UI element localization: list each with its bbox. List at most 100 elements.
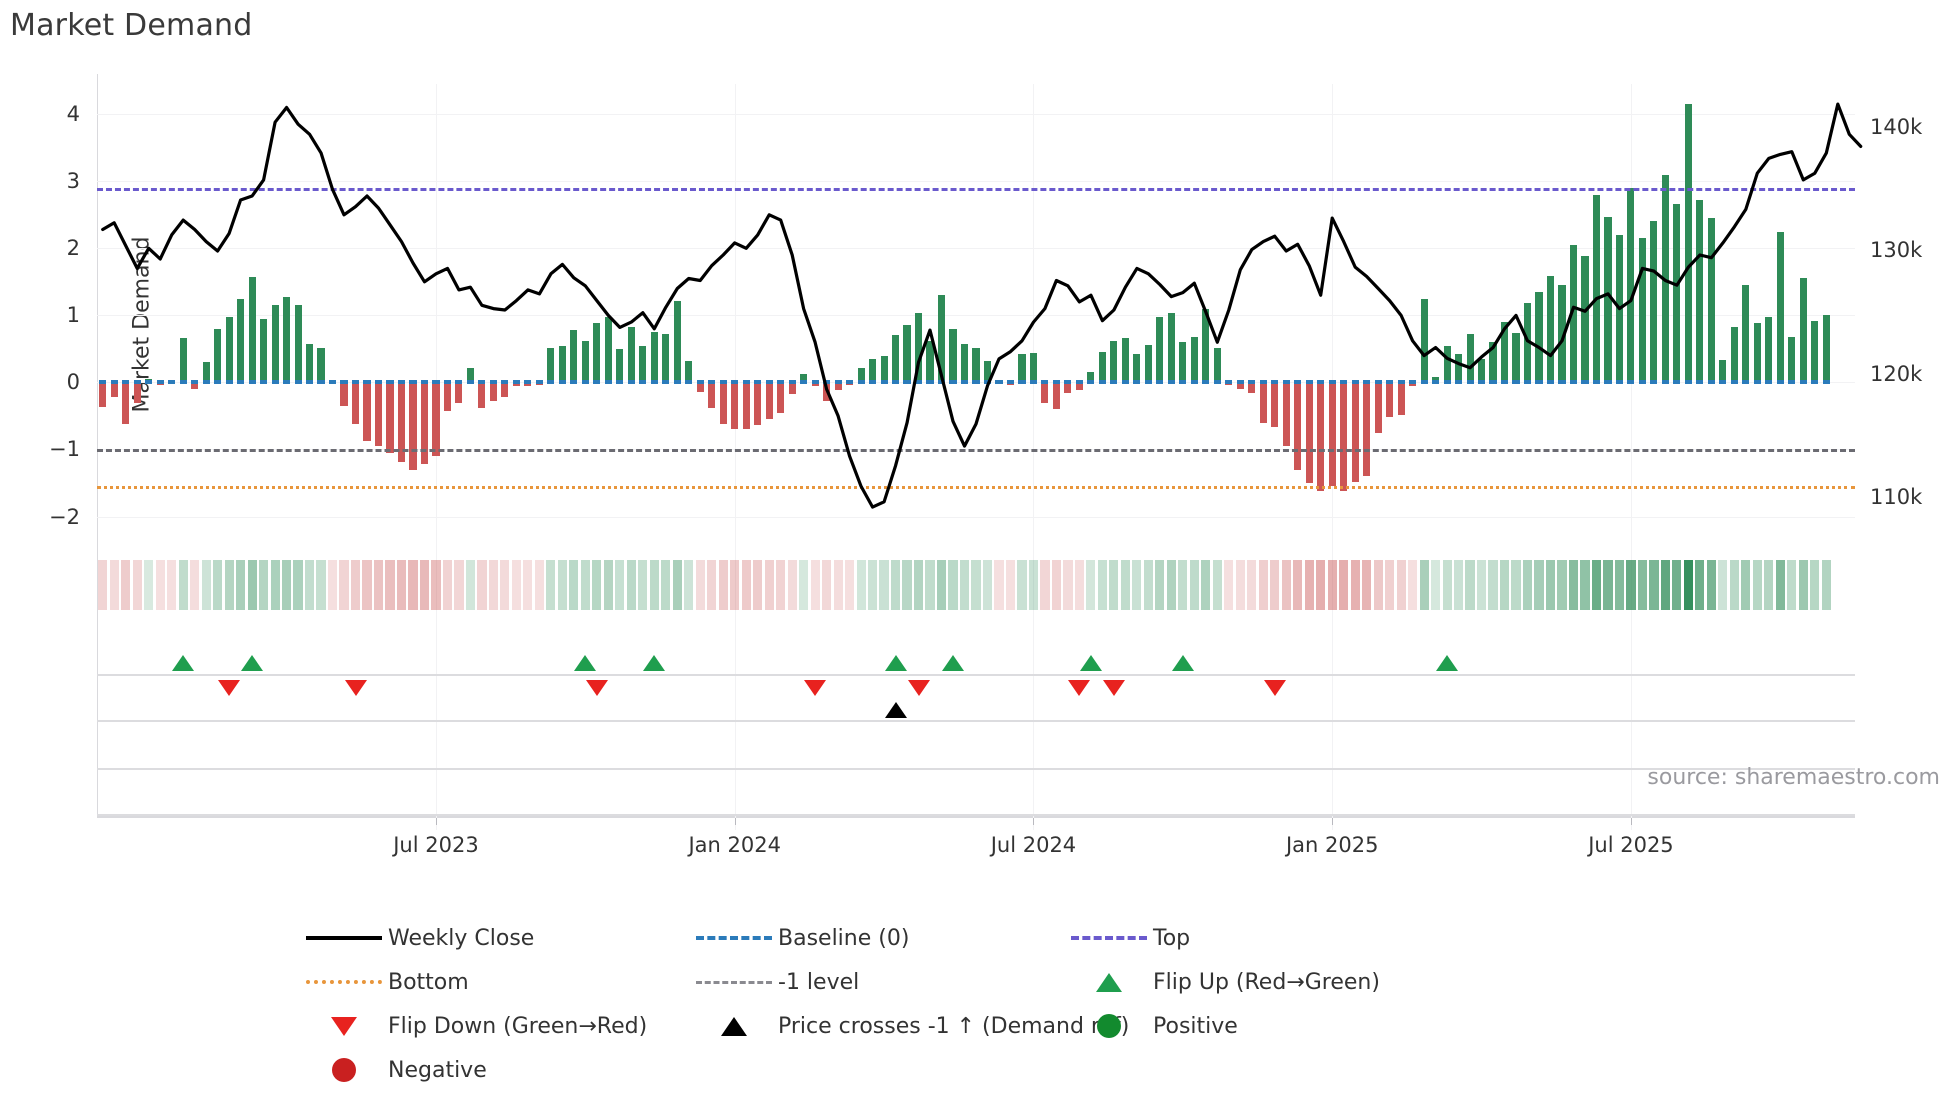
heat-cell [534, 560, 544, 610]
baseline-segment [857, 380, 865, 385]
demand-bar [1087, 372, 1095, 383]
demand-bar [1282, 382, 1290, 447]
heat-cell [442, 560, 453, 610]
legend-label: Price crosses -1 ↑ (Demand ref) [778, 1013, 1130, 1039]
heat-cell [661, 560, 671, 610]
demand-bar [1604, 217, 1612, 383]
legend-label: Flip Down (Green→Red) [388, 1013, 648, 1039]
heat-cell [1637, 560, 1648, 610]
demand-bar [1627, 187, 1635, 383]
baseline-segment [1064, 380, 1072, 385]
legend-top[interactable]: Top [1065, 920, 1495, 956]
y-tick-right-3: 110k [1870, 484, 1923, 509]
baseline-segment [937, 380, 946, 385]
legend-positive[interactable]: Positive [1065, 1008, 1495, 1044]
legend-price-cross[interactable]: Price crosses -1 ↑ (Demand ref) [690, 1008, 1129, 1044]
x-tick-mark [734, 818, 736, 825]
baseline-segment [1121, 380, 1129, 385]
legend-flip-down[interactable]: Flip Down (Green→Red) [300, 1008, 690, 1044]
baseline-segment [1271, 380, 1279, 385]
flip-down-marker [1102, 680, 1125, 696]
baseline-segment [1558, 380, 1566, 385]
heat-cell [281, 560, 292, 610]
demand-bar [1064, 382, 1072, 394]
demand-bar [271, 304, 279, 383]
legend-minus1[interactable]: -1 level [690, 964, 1065, 1000]
baseline-segment [1018, 380, 1026, 385]
heat-cell [1293, 560, 1303, 610]
baseline-segment [1730, 380, 1738, 385]
demand-bar [512, 382, 520, 387]
heat-cell [718, 560, 728, 610]
baseline-segment [145, 380, 153, 385]
demand-bar [179, 338, 187, 383]
baseline-segment [1087, 380, 1095, 385]
reference-line-bottom [97, 486, 1855, 490]
baseline-segment [168, 380, 176, 385]
heat-cell [431, 560, 441, 610]
demand-bar [696, 382, 704, 393]
demand-bar [248, 277, 256, 383]
heat-cell [1086, 560, 1096, 610]
demand-bar [1719, 359, 1727, 383]
demand-bar [1098, 351, 1106, 383]
y-axis-spine [97, 74, 98, 814]
heat-cell [1431, 560, 1441, 610]
demand-bar [283, 296, 291, 383]
baseline-segment [719, 380, 727, 385]
baseline-segment [1799, 380, 1807, 385]
demand-bar [1397, 382, 1405, 415]
demand-bar [788, 382, 796, 395]
demand-bar [1478, 358, 1486, 383]
baseline-segment [443, 380, 451, 385]
baseline-segment [627, 380, 635, 385]
chart-title: Market Demand [10, 8, 253, 43]
heat-cell [1706, 560, 1716, 610]
demand-bar [1696, 200, 1704, 383]
demand-bar [1776, 231, 1784, 383]
baseline-segment [1512, 380, 1520, 385]
demand-bar [374, 382, 383, 447]
demand-bar [455, 382, 463, 403]
demand-bar [294, 305, 302, 383]
demand-bar [1765, 316, 1773, 383]
heat-cell [350, 560, 361, 610]
heat-cell [1821, 560, 1831, 610]
heat-cell [1212, 560, 1222, 610]
legend-negative[interactable]: Negative [300, 1052, 690, 1088]
heat-cell [121, 560, 131, 610]
baseline-segment [1581, 380, 1589, 385]
baseline-segment [593, 380, 601, 385]
heat-cell [1339, 560, 1349, 610]
flip-up-marker [643, 655, 666, 671]
legend-weekly-close[interactable]: Weekly Close [300, 920, 690, 956]
x-tick-label-0: Jul 2023 [393, 833, 479, 857]
baseline-segment [892, 380, 900, 385]
demand-bar [1455, 354, 1463, 383]
baseline-segment [225, 380, 233, 385]
heat-cell [1649, 560, 1659, 610]
legend-flip-up[interactable]: Flip Up (Red→Green) [1065, 964, 1495, 1000]
heat-cell [1304, 560, 1314, 610]
demand-bar [834, 382, 842, 391]
legend-baseline[interactable]: Baseline (0) [690, 920, 1065, 956]
demand-bar [1788, 336, 1796, 383]
baseline-segment [708, 380, 716, 385]
demand-bar [1328, 382, 1336, 487]
gridline [97, 516, 1855, 518]
heat-cell [1591, 560, 1602, 610]
legend-label: Positive [1153, 1013, 1238, 1039]
heat-cell [1442, 560, 1452, 610]
baseline-segment [214, 380, 222, 385]
heat-cell [477, 560, 487, 610]
baseline-segment [374, 380, 383, 385]
legend-bottom[interactable]: Bottom [300, 964, 690, 1000]
demand-bar [1110, 340, 1118, 383]
demand-bar [214, 328, 222, 383]
baseline-segment [363, 380, 371, 385]
demand-bar [1167, 312, 1175, 383]
heat-cell [523, 560, 533, 610]
heat-cell [948, 560, 958, 610]
demand-bar [397, 382, 406, 462]
baseline-segment [1317, 380, 1325, 385]
